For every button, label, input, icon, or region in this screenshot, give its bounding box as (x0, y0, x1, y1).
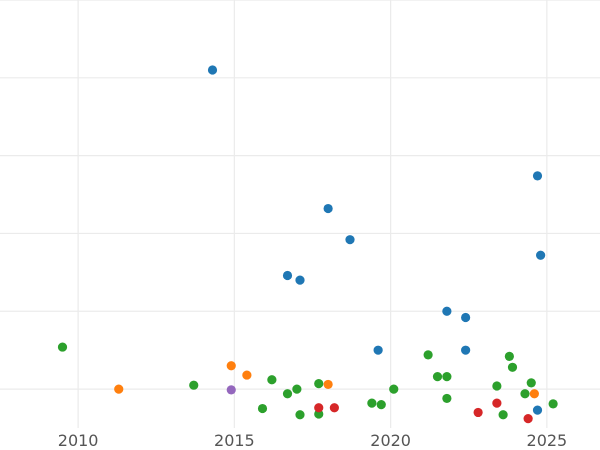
data-point (492, 381, 502, 391)
data-point (114, 384, 124, 394)
data-point (226, 361, 236, 371)
data-point (292, 384, 302, 394)
x-tick-label: 2010 (58, 431, 99, 450)
data-point (532, 405, 543, 415)
data-points (57, 65, 558, 424)
data-point (526, 378, 536, 388)
data-point (189, 380, 199, 390)
data-point (461, 345, 471, 355)
data-point (504, 351, 514, 362)
data-point (432, 372, 443, 382)
data-point (536, 250, 546, 260)
x-axis-ticks: 2010 2015 2020 2025 (58, 431, 567, 450)
data-point (529, 389, 539, 399)
data-point (226, 385, 236, 395)
data-point (314, 403, 324, 413)
data-point (376, 400, 386, 410)
data-point (242, 370, 252, 380)
data-point (282, 389, 293, 399)
data-point (548, 399, 558, 409)
data-point (423, 350, 433, 360)
data-point (314, 379, 324, 389)
data-point (473, 407, 483, 418)
data-point (389, 384, 399, 394)
data-point (323, 379, 333, 390)
x-tick-label: 2020 (370, 431, 411, 450)
data-point (373, 345, 383, 355)
data-point (492, 398, 502, 408)
data-point (442, 372, 452, 382)
data-point (442, 393, 452, 404)
data-point (345, 235, 355, 245)
data-point (295, 275, 305, 285)
data-point (329, 403, 339, 413)
data-point (323, 203, 333, 214)
gridlines (0, 0, 600, 428)
data-point (498, 410, 508, 420)
x-tick-label: 2015 (214, 431, 255, 450)
x-tick-label: 2025 (527, 431, 568, 450)
data-point (282, 270, 293, 281)
data-point (367, 398, 377, 408)
data-point (257, 403, 268, 414)
data-point (295, 410, 305, 420)
data-point (520, 389, 530, 399)
data-point (267, 375, 277, 385)
data-point (523, 414, 533, 424)
data-point (57, 342, 68, 352)
data-point (507, 362, 518, 372)
data-point (442, 306, 452, 316)
data-point (207, 65, 218, 75)
data-point (532, 171, 543, 181)
data-point (461, 312, 471, 323)
